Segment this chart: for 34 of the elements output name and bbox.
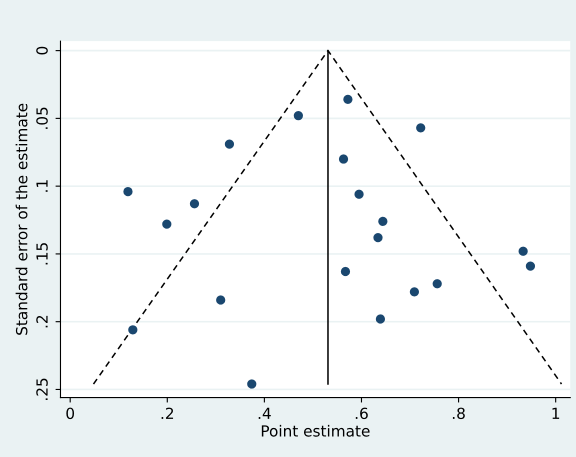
y-tick-label: .05: [36, 108, 48, 129]
y-tick-label: .25: [36, 378, 48, 400]
y-tick-label: .1: [36, 180, 48, 192]
x-axis-title: Point estimate: [262, 424, 370, 437]
point: [526, 261, 536, 271]
point: [123, 186, 133, 196]
point: [518, 246, 528, 256]
point: [162, 219, 172, 229]
point: [354, 190, 364, 199]
x-tick-label: .8: [452, 408, 465, 420]
x-tick-label: .6: [356, 408, 368, 420]
point: [247, 379, 256, 389]
x-tick-label: .4: [258, 408, 271, 419]
point: [432, 279, 442, 288]
point: [338, 154, 348, 164]
point: [378, 216, 388, 226]
point: [340, 266, 350, 276]
point: [216, 295, 226, 305]
point: [128, 325, 138, 334]
point: [343, 94, 353, 104]
y-tick-label: .2: [36, 316, 48, 328]
x-tick-label: .2: [162, 408, 174, 419]
point: [294, 111, 303, 120]
point: [376, 314, 386, 324]
x-tick-label: 1: [552, 408, 560, 419]
point: [410, 287, 420, 296]
y-tick-label: .15: [36, 243, 48, 264]
x-tick-label: 0: [66, 408, 74, 420]
y-tick-label: 0: [36, 46, 48, 54]
y-axis-title: Standard error of the estimate: [16, 104, 28, 335]
point: [373, 233, 383, 242]
point: [416, 123, 426, 132]
point: [224, 140, 234, 149]
point: [190, 199, 200, 208]
